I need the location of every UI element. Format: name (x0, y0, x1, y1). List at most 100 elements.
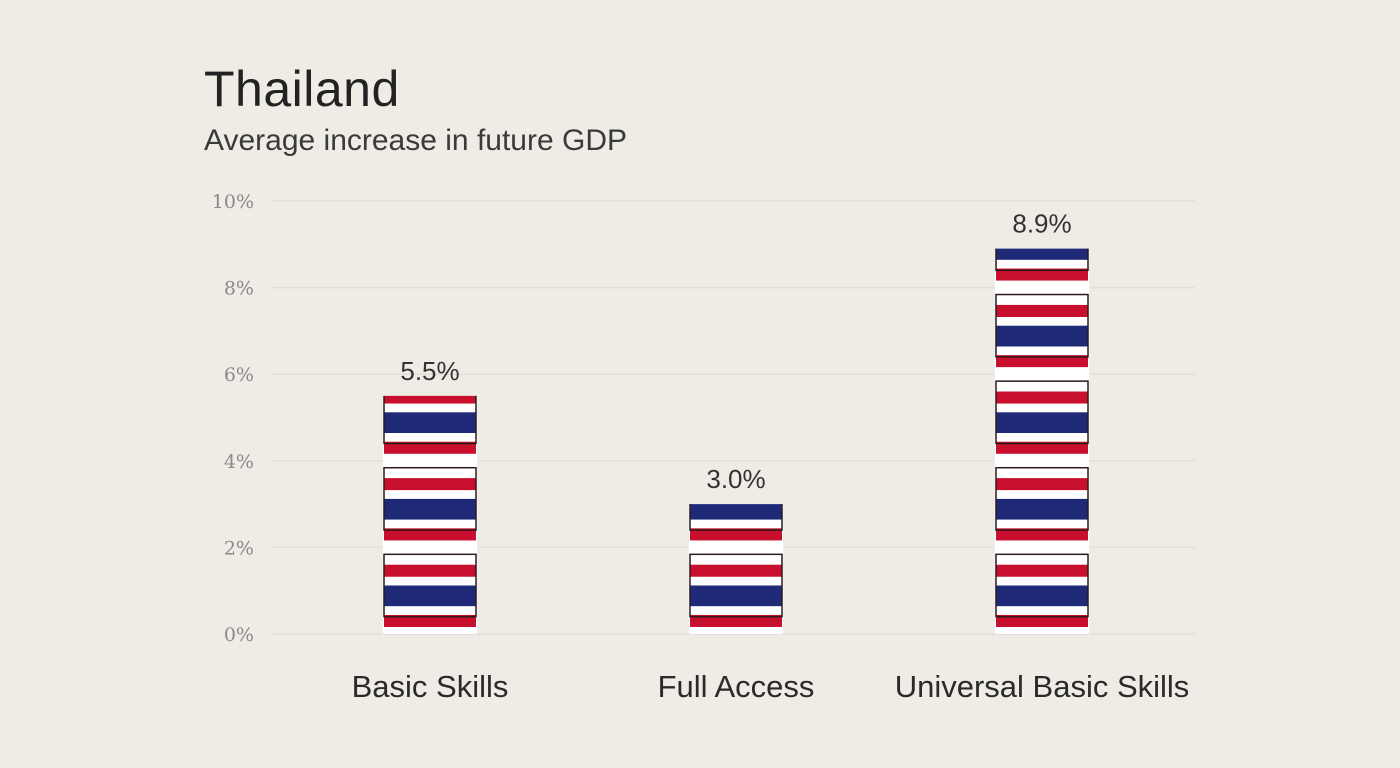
y-tick-label: 6% (224, 364, 254, 386)
flag-stripe (996, 132, 1088, 144)
flag-stripe (690, 404, 782, 413)
flag-outline (995, 248, 1089, 272)
flag-stripe (384, 576, 476, 586)
flag-stripe (384, 528, 476, 541)
flag-stripe (690, 519, 782, 529)
flag-outline (383, 553, 477, 618)
flag-stripe (690, 528, 782, 541)
flag-stripe (690, 547, 782, 565)
flag-stripe (996, 248, 1088, 260)
flag-stripe (996, 606, 1088, 615)
flag-stripe (996, 173, 1088, 182)
y-tick-label: 4% (224, 451, 254, 473)
flag-stripe (996, 528, 1088, 541)
flag-stripe (996, 114, 1088, 131)
flag-stripe (996, 403, 1088, 413)
flag-outline (995, 466, 1089, 531)
flag-stripe (996, 519, 1088, 529)
flag-stripe (384, 564, 476, 577)
flag-stripe (690, 614, 782, 628)
flag-stripe (690, 564, 782, 577)
flag-stripe (996, 325, 1088, 347)
flag-stripe (690, 504, 782, 520)
bar-0 (382, 288, 478, 634)
flag-stripe (996, 564, 1088, 577)
flag-stripe (996, 460, 1088, 479)
flag-stripe (384, 412, 476, 434)
flag-stripe (996, 194, 1088, 201)
data-label: 5.5% (400, 356, 459, 386)
flag-stripe (996, 547, 1088, 565)
flag-stripe (996, 490, 1088, 499)
flag-stripe (690, 442, 782, 454)
flag-stripe (384, 326, 476, 347)
flag-stripe (996, 585, 1088, 607)
flag-stripe (996, 441, 1088, 454)
flag-stripe (996, 355, 1088, 368)
flag-stripe (996, 540, 1088, 548)
flag-stripe (384, 540, 476, 548)
flag-stripe (996, 478, 1088, 491)
flag-stripe (384, 288, 476, 305)
flag-stripe (996, 144, 1088, 153)
flag-stripe (384, 606, 476, 615)
flag-outline (996, 121, 1088, 183)
flag-stripe (384, 395, 476, 404)
data-label: 3.0% (706, 464, 765, 494)
flag-outline (995, 293, 1089, 358)
flag-stripe (996, 346, 1088, 356)
flag-stripe (690, 454, 782, 461)
y-tick-label: 8% (224, 278, 254, 300)
flag-stripe (996, 317, 1088, 326)
flag-stripe (996, 304, 1088, 318)
flag-outline (690, 381, 782, 443)
flag-stripe (690, 576, 782, 586)
flag-stripe (690, 412, 782, 433)
flag-outline (689, 504, 783, 531)
flag-stripe (384, 614, 476, 628)
flag-stripe (384, 490, 476, 499)
flag-stripe (384, 403, 476, 413)
flag-stripe (384, 519, 476, 529)
flag-stripe (690, 392, 782, 404)
flag-stripe (996, 153, 1088, 174)
flag-stripe (690, 433, 782, 442)
flag-stripe (384, 453, 476, 461)
y-tick-label: 10% (212, 191, 254, 213)
flag-stripe (690, 627, 782, 634)
flag-stripe (996, 453, 1088, 461)
flag-stripe (384, 317, 476, 326)
flag-stripe (690, 606, 782, 615)
flag-stripe (384, 627, 476, 634)
bar-2 (994, 114, 1090, 634)
flag-stripe (384, 441, 476, 454)
flag-stripe (690, 540, 782, 548)
y-tick-label: 0% (224, 624, 254, 646)
flag-outline (384, 295, 476, 357)
flag-stripe (996, 576, 1088, 586)
flag-stripe (384, 460, 476, 479)
flag-stripe (996, 374, 1088, 392)
flag-stripe (690, 374, 782, 391)
data-label: 8.9% (1012, 209, 1071, 239)
flag-stripe (996, 614, 1088, 628)
x-tick-label: Full Access (658, 669, 815, 704)
flag-stripe (996, 412, 1088, 434)
flag-outline (383, 395, 477, 445)
flag-stripe (384, 346, 476, 355)
flag-stripe (996, 182, 1088, 194)
flag-stripe (384, 305, 476, 317)
flag-stripe (996, 627, 1088, 634)
flag-outline (995, 553, 1089, 618)
flag-stripe (384, 498, 476, 520)
y-tick-label: 2% (224, 537, 254, 559)
chart-title: Thailand (204, 61, 400, 117)
flag-stripe (996, 268, 1088, 281)
flag-outline (995, 380, 1089, 445)
x-tick-label: Basic Skills (352, 669, 509, 704)
flag-stripe (996, 433, 1088, 442)
x-tick-label: Universal Basic Skills (895, 669, 1190, 704)
flag-stripe (996, 367, 1088, 375)
